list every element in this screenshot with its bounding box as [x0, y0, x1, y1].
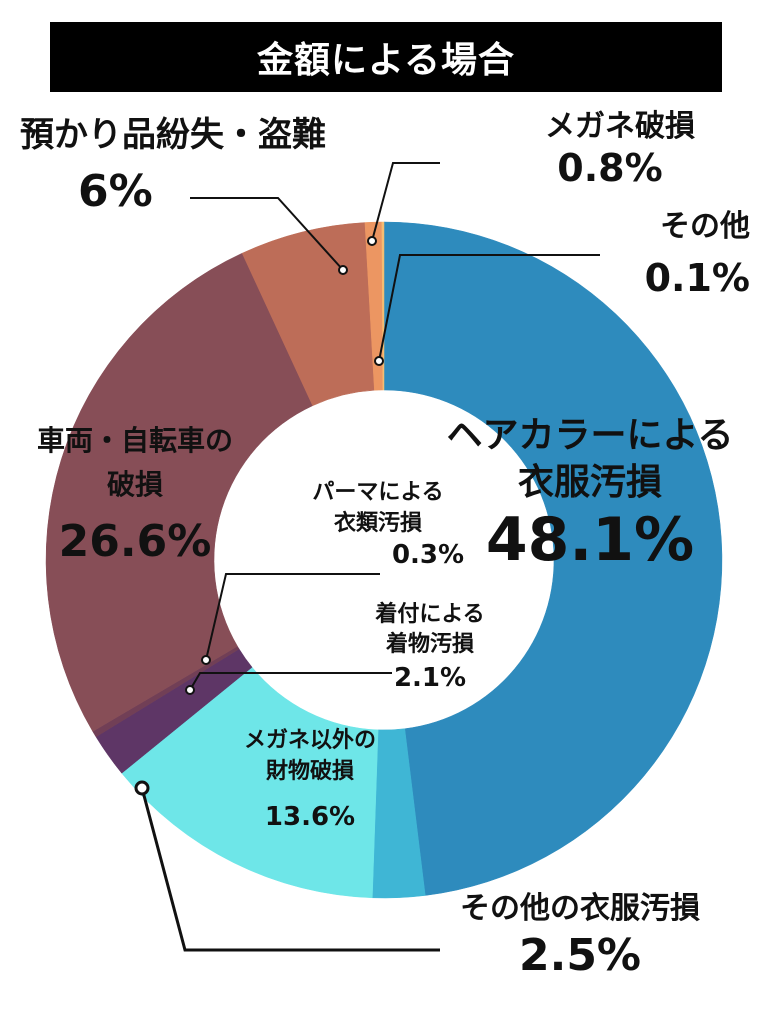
leader-dot-kitsuke	[185, 685, 195, 695]
leader-dot-other-clothes	[134, 780, 150, 796]
data-label-property: メガネ以外の 財物破損 13.6%	[215, 728, 405, 832]
label-perm-line2: 衣類汚損	[333, 511, 422, 537]
leader-dot-perm	[201, 655, 211, 665]
label-perm-line1: パーマによる	[312, 480, 444, 505]
label-kitsuke-line2: 着物汚損	[385, 632, 474, 658]
chart-title: 金額による場合	[50, 22, 722, 92]
leader-line-other	[378, 254, 600, 362]
label-glasses-line1: メガネ破損	[545, 109, 695, 144]
label-vehicle-pct: 26.6%	[58, 516, 212, 568]
data-label-glasses: メガネ破損 0.8%	[510, 109, 730, 190]
data-label-perm: パーマによる 衣類汚損 0.3%	[278, 480, 478, 570]
label-hair-pct: 48.1%	[485, 504, 695, 575]
leader-line-perm	[205, 573, 380, 661]
label-hair-line2: 衣服汚損	[517, 462, 662, 504]
label-other-pct: 0.1%	[644, 255, 750, 300]
label-property-pct: 13.6%	[264, 801, 356, 832]
label-vehicle-line1: 車両・自転車の	[36, 424, 233, 457]
data-label-kitsuke: 着付による 着物汚損 2.1%	[360, 602, 500, 693]
label-property-line1: メガネ以外の	[243, 728, 376, 753]
leader-lines	[134, 162, 600, 952]
leader-line-other-clothes	[140, 787, 440, 952]
data-label-other-clothes: その他の衣服汚損 2.5%	[430, 891, 730, 981]
label-kitsuke-line1: 着付による	[375, 602, 485, 627]
label-other-clothes-pct: 2.5%	[518, 929, 642, 981]
donut-slice-5	[45, 252, 313, 732]
label-property-line2: 財物破損	[265, 759, 354, 785]
data-label-lost: 預かり品紛失・盗難 6%	[20, 115, 410, 218]
leader-line-kitsuke	[189, 672, 392, 691]
leader-line-glasses	[371, 162, 440, 242]
label-lost-pct: 6%	[78, 166, 153, 218]
label-hair-line1: ヘアカラーによる	[446, 415, 734, 456]
data-label-other: その他 0.1%	[600, 209, 750, 300]
leader-dot-glasses	[367, 236, 377, 246]
label-other-line1: その他	[660, 209, 750, 244]
label-lost-line1: 預かり品紛失・盗難	[20, 115, 326, 155]
data-label-hair-color: ヘアカラーによる 衣服汚損 48.1%	[420, 415, 760, 575]
donut-slice-8	[381, 221, 385, 391]
label-vehicle-line2: 破損	[106, 468, 163, 502]
leader-line-lost	[190, 197, 344, 271]
data-label-vehicle: 車両・自転車の 破損 26.6%	[10, 424, 260, 568]
label-kitsuke-pct: 2.1%	[393, 662, 467, 693]
label-glasses-pct: 0.8%	[557, 145, 663, 190]
leader-dot-other	[374, 356, 384, 366]
donut-slice-0	[383, 221, 723, 896]
leader-dot-lost	[338, 265, 348, 275]
label-perm-pct: 0.3%	[391, 539, 465, 570]
label-other-clothes-line1: その他の衣服汚損	[460, 891, 700, 926]
donut-slices	[45, 221, 723, 899]
donut-slice-2	[121, 666, 379, 899]
